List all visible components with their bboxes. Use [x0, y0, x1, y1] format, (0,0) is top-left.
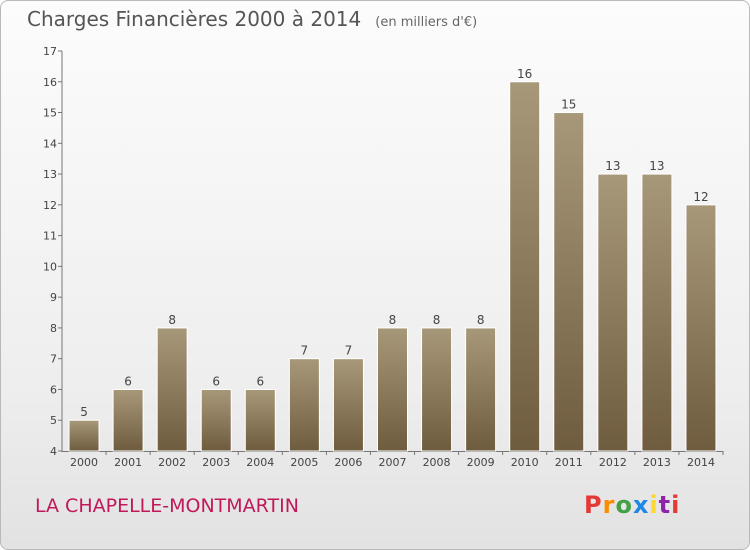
bar	[68, 419, 100, 452]
bar-value-label: 8	[433, 313, 441, 327]
y-tick-label: 10	[43, 260, 57, 273]
bar-value-label: 6	[212, 374, 220, 388]
y-tick-label: 4	[50, 445, 57, 458]
x-tick-label: 2014	[687, 456, 715, 469]
bar-value-label: 7	[301, 344, 309, 358]
x-tick-label: 2003	[202, 456, 230, 469]
bar	[509, 81, 541, 452]
y-tick-label: 12	[43, 199, 57, 212]
logo-letter: P	[584, 491, 603, 519]
bar-value-label: 8	[168, 313, 176, 327]
bar-value-label: 13	[649, 159, 664, 173]
y-tick-label: 13	[43, 168, 57, 181]
bar-value-label: 16	[517, 67, 532, 81]
bar-value-label: 6	[124, 374, 132, 388]
chart-title: Charges Financières 2000 à 2014 (en milli…	[27, 7, 477, 31]
x-tick-label: 2011	[555, 456, 583, 469]
logo-letter: x	[632, 491, 650, 519]
bar-value-label: 12	[693, 190, 708, 204]
x-tick-label: 2006	[334, 456, 362, 469]
chart-unit: (en milliers d'€)	[375, 15, 478, 30]
x-tick-label: 2002	[158, 456, 186, 469]
bar	[288, 358, 320, 452]
x-tick-label: 2013	[643, 456, 671, 469]
bar-value-label: 15	[561, 98, 576, 112]
y-tick-label: 9	[50, 291, 57, 304]
y-tick-label: 17	[43, 45, 57, 58]
x-tick-label: 2004	[246, 456, 274, 469]
y-tick-label: 5	[50, 414, 57, 427]
logo-letter: t	[658, 491, 672, 519]
bar	[244, 388, 276, 452]
bar-value-label: 8	[389, 313, 397, 327]
bar	[465, 327, 497, 452]
bar-value-label: 6	[256, 374, 264, 388]
bar	[112, 388, 144, 452]
proxiti-logo: Proxiti	[584, 491, 680, 519]
bar	[377, 327, 408, 452]
x-tick-label: 2000	[70, 456, 98, 469]
bar-value-label: 13	[605, 159, 620, 173]
y-tick-label: 14	[43, 137, 57, 150]
bar	[597, 173, 629, 452]
x-tick-label: 2005	[290, 456, 318, 469]
bar-value-label: 5	[80, 405, 88, 419]
x-tick-label: 2012	[599, 456, 627, 469]
y-tick-label: 11	[43, 230, 57, 243]
x-tick-label: 2010	[511, 456, 539, 469]
place-name: LA CHAPELLE-MONTMARTIN	[35, 495, 299, 517]
logo-letter: i	[649, 491, 659, 519]
y-tick-label: 16	[43, 76, 57, 89]
bar-value-label: 7	[345, 344, 353, 358]
x-tick-label: 2007	[379, 456, 407, 469]
x-tick-label: 2001	[114, 456, 142, 469]
bar	[156, 327, 188, 452]
logo-letter: o	[615, 491, 633, 519]
y-tick-label: 6	[50, 383, 57, 396]
logo-letter: r	[602, 491, 616, 519]
bar-value-label: 8	[477, 313, 485, 327]
chart-title-text: Charges Financières 2000 à 2014	[27, 7, 362, 31]
bar	[200, 388, 232, 452]
bar	[421, 327, 453, 452]
bar	[685, 204, 717, 452]
y-tick-label: 15	[43, 107, 57, 120]
bar	[553, 112, 585, 452]
y-tick-label: 8	[50, 322, 57, 335]
bar	[332, 358, 364, 452]
logo-letter: i	[671, 491, 681, 519]
x-tick-label: 2008	[423, 456, 451, 469]
x-tick-label: 2009	[467, 456, 495, 469]
y-tick-label: 7	[50, 353, 57, 366]
bar	[641, 173, 673, 452]
